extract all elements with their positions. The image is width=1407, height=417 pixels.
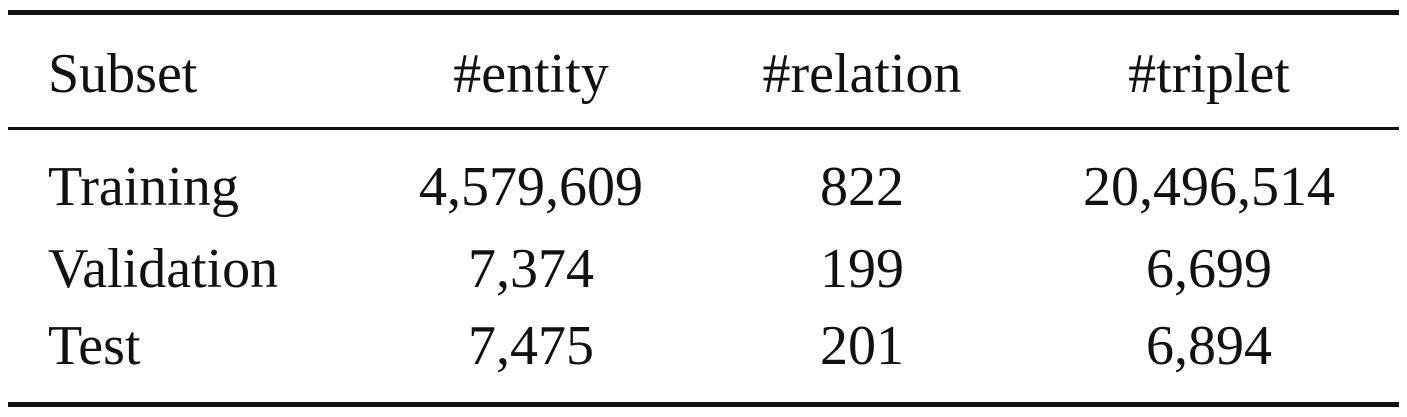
relation-count: 199 xyxy=(820,238,904,300)
triplet-count: 6,894 xyxy=(1146,315,1272,377)
row-label: Test xyxy=(48,315,141,377)
top-rule xyxy=(8,10,1399,15)
triplet-count: 20,496,514 xyxy=(1083,156,1335,218)
bottom-rule xyxy=(8,402,1399,407)
row-label: Validation xyxy=(48,238,279,300)
header-rule xyxy=(8,127,1399,130)
entity-count: 7,475 xyxy=(468,315,594,377)
entity-count: 7,374 xyxy=(468,238,594,300)
relation-count: 822 xyxy=(820,156,904,218)
entity-count: 4,579,609 xyxy=(419,156,643,218)
header-triplet: #triplet xyxy=(1128,43,1290,105)
header-entity: #entity xyxy=(453,43,609,105)
header-subset: Subset xyxy=(48,43,198,105)
row-label: Training xyxy=(48,156,239,218)
header-relation: #relation xyxy=(762,43,962,105)
relation-count: 201 xyxy=(820,315,904,377)
triplet-count: 6,699 xyxy=(1146,238,1272,300)
